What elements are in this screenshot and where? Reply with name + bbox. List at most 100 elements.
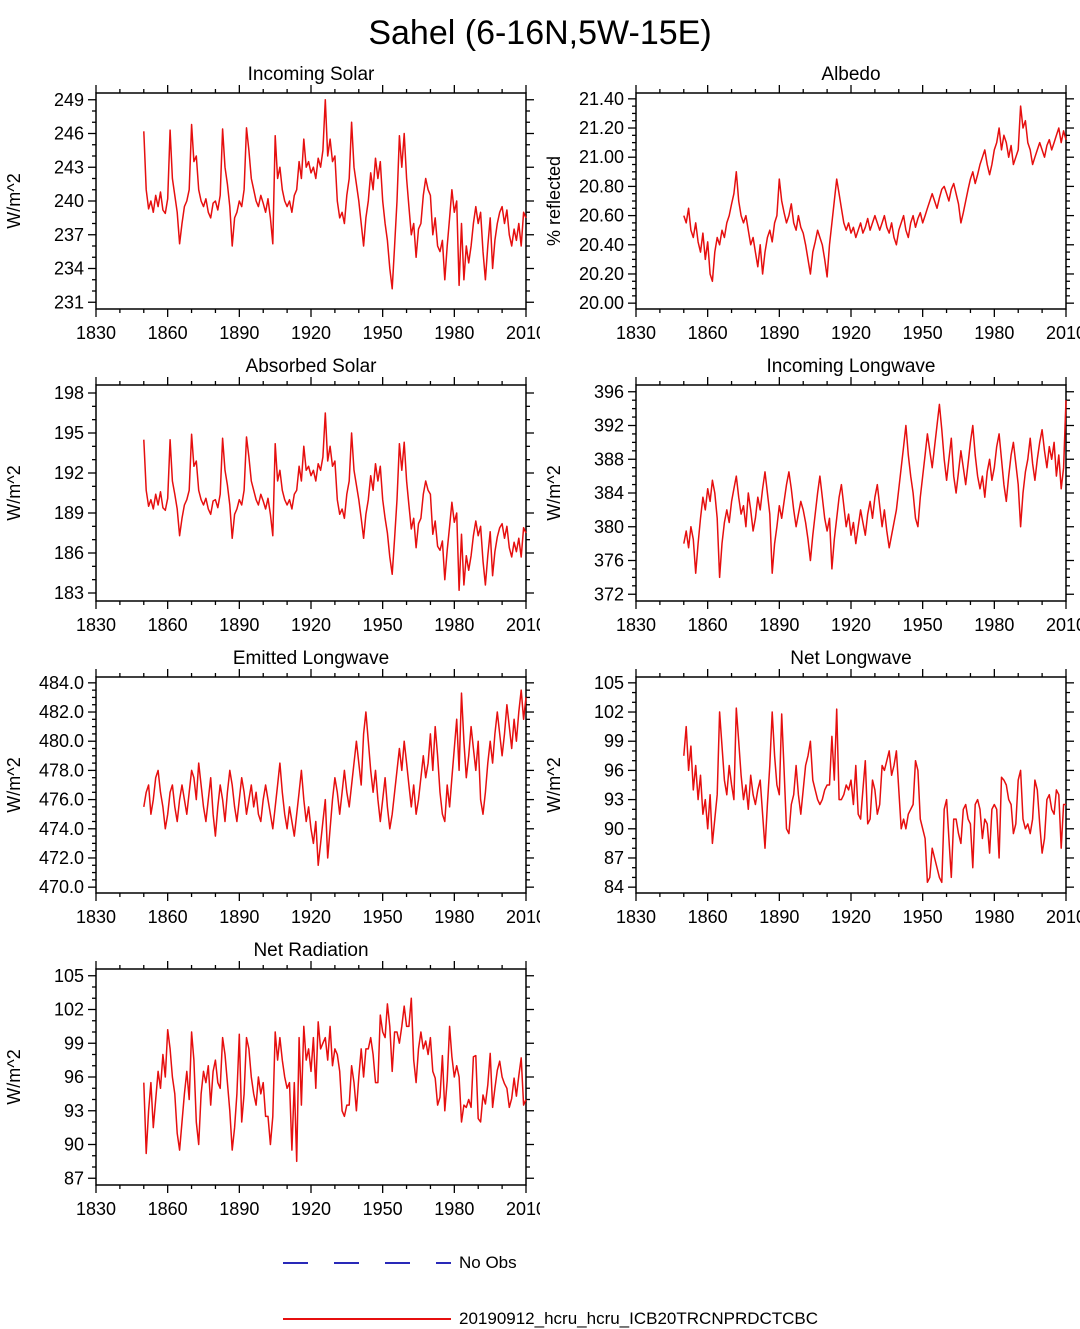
x-tick-label: 1830 (76, 1199, 116, 1219)
chart-title: Incoming Longwave (767, 356, 936, 377)
x-tick-label: 1980 (974, 323, 1014, 343)
no-obs-label: No Obs (459, 1253, 517, 1272)
y-tick-label: 470.0 (39, 877, 84, 897)
y-tick-label: 20.60 (579, 206, 624, 226)
y-tick-label: 186 (54, 543, 84, 563)
figure-title: Sahel (6-16N,5W-15E) (368, 14, 712, 52)
y-axis-label: W/m^2 (4, 465, 24, 520)
x-tick-label: 1890 (219, 1199, 259, 1219)
chart-svg: 1830 1860 1890 1920 1950 1980 2010 470.0 472.0 47… (4, 648, 546, 927)
y-tick-label: 105 (54, 966, 84, 986)
y-tick-label: 99 (604, 731, 624, 751)
y-tick-label: 189 (54, 503, 84, 523)
y-tick-label: 93 (604, 790, 624, 810)
series-line (143, 412, 527, 592)
x-tick-label: 1980 (434, 615, 474, 635)
y-tick-label: 87 (64, 1168, 84, 1188)
plot-box (635, 676, 1067, 894)
chart-svg: 1830 1860 1890 1920 1950 1980 2010 20.00 20.20 20… (544, 64, 1080, 343)
y-tick-label: 20.80 (579, 176, 624, 196)
x-tick-label: 1920 (291, 1199, 331, 1219)
x-tick-label: 1950 (903, 323, 943, 343)
x-tick-label: 1920 (291, 907, 331, 927)
y-tick-label: 87 (604, 848, 624, 868)
axis-labels: 1830 1860 1890 1920 1950 1980 2010 84 87 90 93 96 99… (544, 648, 1080, 927)
x-tick-label: 1920 (291, 615, 331, 635)
y-tick-label: 20.40 (579, 235, 624, 255)
x-tick-label: 1890 (219, 615, 259, 635)
y-tick-label: 476.0 (39, 790, 84, 810)
y-tick-label: 249 (54, 90, 84, 110)
chart-title: Net Radiation (253, 940, 368, 961)
plot-box (95, 384, 527, 602)
x-tick-label: 1950 (363, 907, 403, 927)
y-tick-label: 183 (54, 583, 84, 603)
x-tick-label: 1830 (616, 323, 656, 343)
chart-title: Emitted Longwave (233, 648, 389, 669)
x-tick-label: 2010 (1046, 907, 1080, 927)
y-tick-label: 480.0 (39, 731, 84, 751)
y-tick-label: 388 (594, 449, 624, 469)
plot-box (635, 92, 1067, 310)
chart-incoming-longwave: 1830 1860 1890 1920 1950 1980 2010 372 376 380 384… (540, 355, 1080, 647)
chart-net-radiation: 1830 1860 1890 1920 1950 1980 2010 87 90 93 96 99 10… (0, 939, 546, 1231)
y-tick-label: 376 (594, 551, 624, 571)
chart-albedo: 1830 1860 1890 1920 1950 1980 2010 20.00 20.20 20… (540, 63, 1080, 355)
chart-title: Incoming Solar (248, 64, 375, 85)
x-tick-label: 2010 (506, 1199, 540, 1219)
y-tick-label: 20.00 (579, 293, 624, 313)
y-tick-label: 90 (64, 1135, 84, 1155)
plot-box (95, 968, 527, 1186)
x-tick-label: 1950 (903, 907, 943, 927)
series-label: 20190912_hcru_hcru_ICB20TRCNPRDCTCBC (459, 1309, 819, 1328)
y-tick-label: 96 (64, 1067, 84, 1087)
x-tick-label: 1920 (831, 907, 871, 927)
y-tick-label: 246 (54, 124, 84, 144)
x-tick-label: 1980 (974, 907, 1014, 927)
chart-absorbed-solar: 1830 1860 1890 1920 1950 1980 2010 183 186 189 192… (0, 355, 546, 647)
y-tick-label: 20.20 (579, 264, 624, 284)
x-tick-label: 1830 (76, 323, 116, 343)
x-tick-label: 1890 (219, 907, 259, 927)
axis-labels: 1830 1860 1890 1920 1950 1980 2010 470.0 472.0 47… (4, 648, 546, 927)
x-tick-label: 1950 (363, 1199, 403, 1219)
x-tick-label: 2010 (506, 323, 540, 343)
chart-title: Absorbed Solar (246, 356, 378, 377)
y-tick-label: 474.0 (39, 819, 84, 839)
x-tick-label: 1860 (148, 1199, 188, 1219)
x-tick-label: 1950 (363, 615, 403, 635)
axes (628, 85, 1074, 317)
y-tick-label: 380 (594, 517, 624, 537)
x-tick-label: 1950 (363, 323, 403, 343)
legend-item-series: 20190912_hcru_hcru_ICB20TRCNPRDCTCBC (283, 1309, 1080, 1329)
y-tick-label: 237 (54, 225, 84, 245)
x-tick-label: 2010 (1046, 615, 1080, 635)
y-tick-label: 99 (64, 1033, 84, 1053)
y-tick-label: 102 (594, 702, 624, 722)
x-tick-label: 1860 (688, 907, 728, 927)
x-tick-label: 1860 (688, 615, 728, 635)
x-tick-label: 1830 (616, 615, 656, 635)
y-axis-label: W/m^2 (4, 1049, 24, 1104)
series-line (683, 707, 1066, 884)
y-tick-label: 21.40 (579, 89, 624, 109)
x-tick-label: 2010 (1046, 323, 1080, 343)
x-tick-label: 1830 (616, 907, 656, 927)
axes (88, 961, 534, 1193)
y-axis-label: W/m^2 (544, 757, 564, 812)
y-tick-label: 231 (54, 292, 84, 312)
y-tick-label: 93 (64, 1101, 84, 1121)
y-tick-label: 21.20 (579, 118, 624, 138)
y-tick-label: 384 (594, 483, 624, 503)
y-tick-label: 482.0 (39, 702, 84, 722)
y-tick-label: 240 (54, 191, 84, 211)
chart-svg: 1830 1860 1890 1920 1950 1980 2010 87 90 93 96 99 10… (4, 940, 546, 1219)
x-tick-label: 1920 (831, 615, 871, 635)
x-tick-label: 1830 (76, 907, 116, 927)
x-tick-label: 1950 (903, 615, 943, 635)
y-tick-label: 372 (594, 584, 624, 604)
series-line (683, 400, 1067, 579)
x-tick-label: 1890 (759, 323, 799, 343)
y-axis-label: W/m^2 (4, 757, 24, 812)
legend: No Obs 20190912_hcru_hcru_ICB20TRCNPRDCT… (283, 1253, 1080, 1329)
